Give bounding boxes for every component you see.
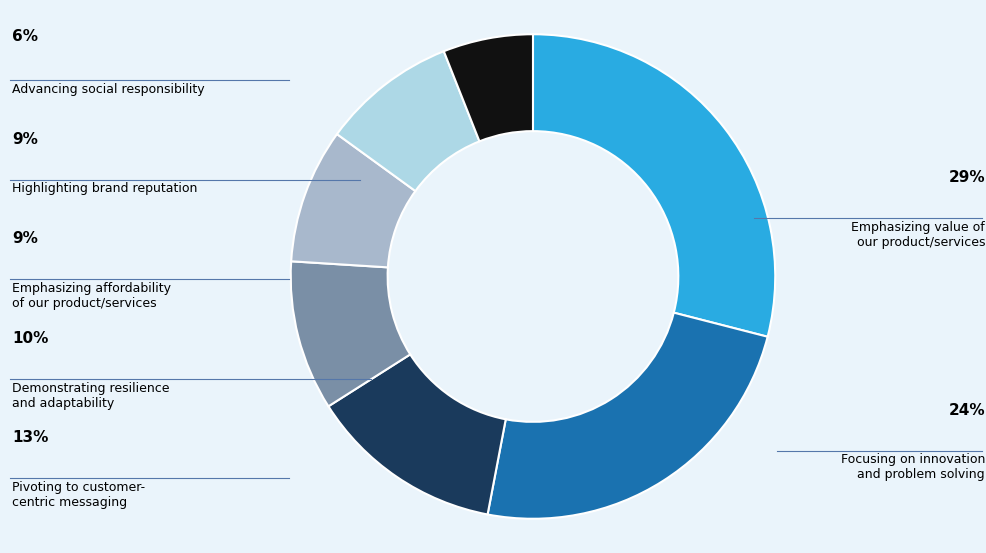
Text: 13%: 13% <box>12 430 48 445</box>
Text: 9%: 9% <box>12 231 37 246</box>
Wedge shape <box>291 261 410 406</box>
Text: 9%: 9% <box>12 132 37 147</box>
Wedge shape <box>532 34 774 337</box>
Wedge shape <box>487 312 767 519</box>
Text: Advancing social responsibility: Advancing social responsibility <box>12 83 204 96</box>
Text: Emphasizing value of
our product/services: Emphasizing value of our product/service… <box>850 221 984 249</box>
Wedge shape <box>328 354 505 514</box>
Text: 29%: 29% <box>948 170 984 185</box>
Text: Focusing on innovation
and problem solving: Focusing on innovation and problem solvi… <box>840 453 984 482</box>
Text: 24%: 24% <box>948 403 984 418</box>
Text: 6%: 6% <box>12 29 37 44</box>
Wedge shape <box>336 51 479 191</box>
Wedge shape <box>291 134 415 267</box>
Wedge shape <box>444 34 532 142</box>
Text: Emphasizing affordability
of our product/services: Emphasizing affordability of our product… <box>12 282 171 310</box>
Text: 10%: 10% <box>12 331 48 346</box>
Text: Demonstrating resilience
and adaptability: Demonstrating resilience and adaptabilit… <box>12 382 170 410</box>
Text: Pivoting to customer-
centric messaging: Pivoting to customer- centric messaging <box>12 481 145 509</box>
Text: Highlighting brand reputation: Highlighting brand reputation <box>12 182 197 196</box>
